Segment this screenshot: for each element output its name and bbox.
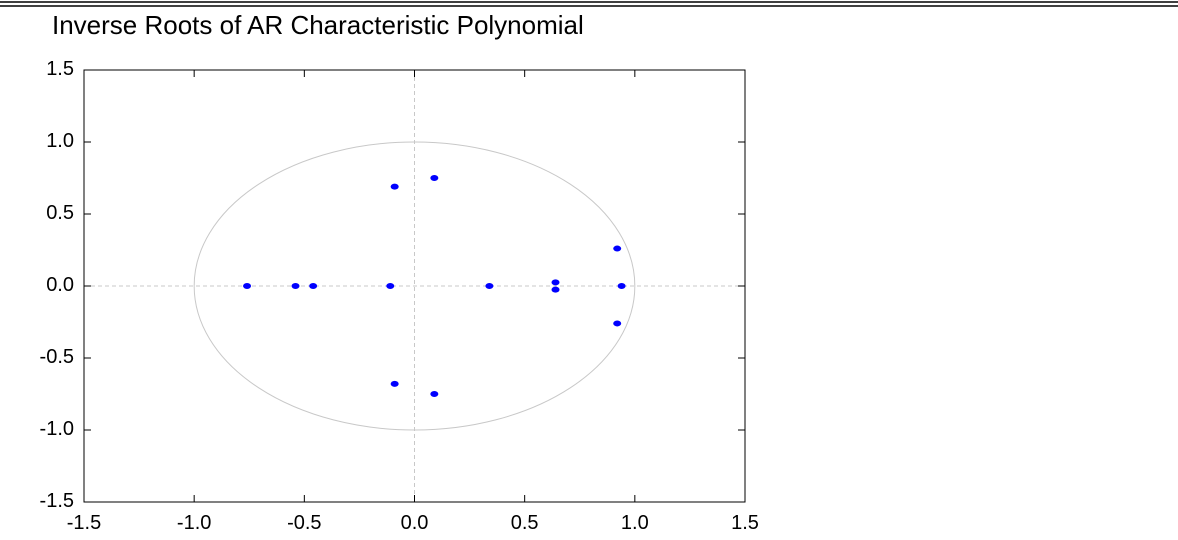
- inverse-root-point: [430, 175, 439, 181]
- inverse-root-point: [551, 286, 560, 293]
- y-tick-label: 0.0: [46, 274, 74, 296]
- y-tick-label: -1.5: [40, 490, 74, 512]
- inverse-root-point: [430, 391, 439, 397]
- inverse-root-point: [613, 245, 622, 252]
- inverse-root-point: [291, 283, 300, 289]
- inverse-root-point: [551, 279, 560, 286]
- x-tick-label: 1.0: [621, 512, 649, 534]
- unit-circle: [193, 141, 636, 431]
- x-tick-label: -1.0: [177, 512, 211, 534]
- chart-title: Inverse Roots of AR Characteristic Polyn…: [52, 10, 584, 40]
- inverse-root-point: [613, 320, 622, 327]
- inverse-root-point: [386, 283, 395, 289]
- inverse-root-point: [390, 380, 399, 387]
- inverse-root-point: [485, 283, 494, 289]
- y-tick-label: -0.5: [40, 346, 74, 368]
- y-tick-label: -1.0: [40, 418, 74, 440]
- y-tick-label: 1.5: [46, 58, 74, 80]
- header-double-rule: [0, 1, 1178, 7]
- y-tick-label: 1.0: [46, 130, 74, 152]
- x-tick-label: 0.5: [511, 512, 539, 534]
- inverse-root-point: [617, 283, 626, 289]
- x-tick-label: 1.5: [731, 512, 759, 534]
- x-tick-label: -1.5: [67, 512, 101, 534]
- inverse-root-point: [309, 283, 318, 289]
- x-tick-label: -0.5: [287, 512, 321, 534]
- inverse-root-point: [390, 183, 399, 190]
- y-tick-label: 0.5: [46, 202, 74, 224]
- x-tick-label: 0.0: [401, 512, 429, 534]
- inverse-root-point: [243, 283, 252, 289]
